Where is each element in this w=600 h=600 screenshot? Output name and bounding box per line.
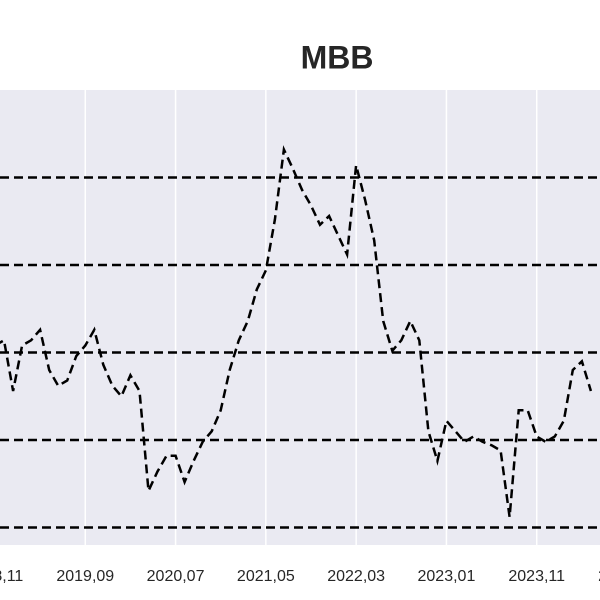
price-line [0,145,593,518]
x-tick-label: 2023,11 [508,568,565,585]
x-tick-label: 2020,07 [147,568,205,585]
x-tick-label: 2023,01 [418,568,476,585]
x-tick-label: 2019,09 [56,568,114,585]
x-tick-label: 2022,03 [327,568,385,585]
x-tick-label: 2018,11 [0,568,23,585]
x-tick-label: 2024,09 [598,568,600,585]
plot-background [0,90,600,545]
x-tick-label: 2021,05 [237,568,295,585]
chart-title: MBB [301,39,374,75]
